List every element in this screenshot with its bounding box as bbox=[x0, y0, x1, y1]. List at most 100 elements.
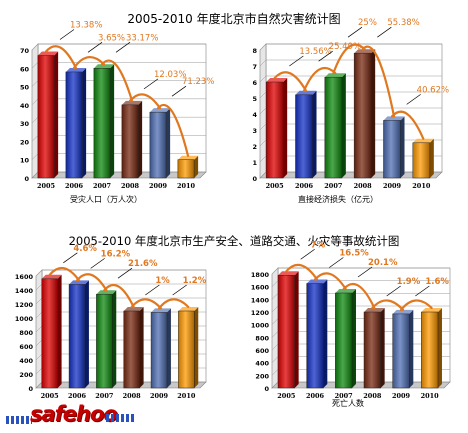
x-tick-label: 2008 bbox=[123, 392, 142, 400]
x-tick-label: 2005 bbox=[37, 182, 56, 190]
change-annotation: 4.6% bbox=[73, 244, 97, 254]
annotation-leader bbox=[117, 267, 133, 279]
logo-dots-left bbox=[6, 416, 32, 424]
x-tick-label: 2009 bbox=[383, 182, 402, 190]
x-tick-label: 2008 bbox=[354, 182, 373, 190]
y-tick-label: 800 bbox=[255, 334, 269, 342]
x-axis-label: 死亡人数 bbox=[332, 398, 364, 408]
bar bbox=[150, 308, 171, 389]
bar-top bbox=[41, 274, 62, 279]
x-tick-label: 2010 bbox=[177, 182, 196, 190]
bar-side bbox=[294, 271, 299, 388]
x-tick-label: 2010 bbox=[421, 392, 440, 400]
bar bbox=[123, 307, 144, 389]
grid-line bbox=[259, 43, 442, 51]
bar-top bbox=[364, 308, 385, 312]
bar-front bbox=[363, 311, 381, 389]
bar-side bbox=[57, 274, 62, 388]
change-annotation: 25% bbox=[358, 18, 377, 28]
y-tick-label: 600 bbox=[19, 343, 33, 351]
change-annotation: 40.62% bbox=[417, 85, 449, 95]
bar bbox=[178, 307, 199, 389]
bar-front bbox=[96, 293, 113, 389]
y-tick-label: 70 bbox=[20, 47, 30, 55]
change-arc bbox=[75, 273, 108, 292]
annotation-leader bbox=[172, 284, 187, 296]
bar-top bbox=[123, 307, 144, 311]
y-tick-label: 30 bbox=[20, 120, 30, 128]
y-tick-label: 1800 bbox=[251, 271, 270, 279]
bar-front bbox=[265, 81, 284, 179]
x-tick-label: 2006 bbox=[68, 392, 87, 400]
bar bbox=[335, 289, 356, 389]
bar-top bbox=[324, 73, 346, 78]
bar-front bbox=[65, 71, 83, 179]
bar bbox=[412, 138, 434, 179]
bar bbox=[363, 308, 385, 389]
bar-side bbox=[351, 289, 356, 388]
y-tick-label: 1200 bbox=[251, 309, 270, 317]
bar bbox=[295, 90, 317, 179]
annotation-leader bbox=[415, 285, 430, 297]
bar-top bbox=[37, 51, 59, 56]
change-arc bbox=[72, 56, 106, 70]
y-tick-label: 10 bbox=[20, 157, 30, 165]
bar bbox=[392, 309, 414, 389]
change-annotation: 1.2% bbox=[183, 276, 207, 286]
grid-line bbox=[35, 269, 206, 277]
change-annotation: 12.03% bbox=[154, 70, 186, 80]
change-annotation: 16.5% bbox=[339, 249, 369, 259]
x-tick-label: 2007 bbox=[95, 392, 113, 400]
change-arc bbox=[302, 67, 337, 92]
change-arc bbox=[130, 298, 163, 310]
y-tick-label: 60 bbox=[20, 65, 30, 73]
annotation-leader bbox=[143, 78, 159, 90]
bar bbox=[149, 108, 171, 179]
bar-top bbox=[383, 116, 405, 121]
change-annotation: 1.9% bbox=[397, 277, 421, 287]
x-tick-label: 2006 bbox=[65, 182, 84, 190]
bar-top bbox=[412, 138, 434, 143]
bar bbox=[37, 51, 59, 179]
change-annotation: 13.56% bbox=[299, 47, 331, 57]
x-tick-label: 2009 bbox=[392, 392, 411, 400]
bar-top bbox=[278, 271, 299, 276]
bar-front bbox=[178, 310, 195, 389]
bar-front bbox=[177, 159, 195, 179]
change-annotation: 13.38% bbox=[70, 20, 102, 30]
x-tick-label: 2008 bbox=[121, 182, 140, 190]
bar-front bbox=[41, 278, 58, 389]
bar bbox=[324, 73, 346, 179]
change-annotation: 7% bbox=[311, 240, 326, 250]
x-tick-label: 2007 bbox=[93, 182, 111, 190]
bar bbox=[353, 49, 376, 179]
change-arc bbox=[103, 283, 135, 309]
bar bbox=[177, 155, 199, 179]
bar-side bbox=[138, 100, 143, 178]
bar-front bbox=[421, 311, 439, 389]
y-tick-label: 200 bbox=[19, 371, 33, 379]
y-tick-label: 400 bbox=[19, 357, 33, 365]
y-tick-label: 1000 bbox=[15, 315, 34, 323]
y-tick-label: 1000 bbox=[251, 322, 270, 330]
annotation-leader bbox=[300, 248, 315, 260]
bar-top bbox=[178, 307, 199, 311]
annotation-leader bbox=[386, 285, 401, 297]
bar-top bbox=[65, 67, 87, 72]
x-tick-label: 2007 bbox=[324, 182, 342, 190]
y-tick-label: 40 bbox=[20, 102, 30, 110]
bar-side bbox=[400, 116, 405, 178]
affected-population-chart: 0 10 20 30 40 50 60 70 2005 2006 2007 2008 2009 2010 1… bbox=[20, 20, 214, 204]
y-tick-label: 0 bbox=[264, 385, 269, 393]
bar-top bbox=[421, 308, 442, 312]
deaths-chart: 0 200 400 600 800 1000 1200 1400 1600 1800 2005 200… bbox=[251, 240, 451, 408]
change-arc bbox=[48, 266, 81, 282]
bar-top bbox=[149, 108, 171, 113]
bar-side bbox=[371, 49, 376, 179]
logo-dots-right bbox=[106, 414, 134, 422]
change-annotation: 33.17% bbox=[126, 33, 158, 43]
bar-side bbox=[166, 108, 171, 178]
bar-front bbox=[353, 52, 372, 179]
x-tick-label: 2006 bbox=[306, 392, 325, 400]
bar bbox=[383, 116, 405, 179]
